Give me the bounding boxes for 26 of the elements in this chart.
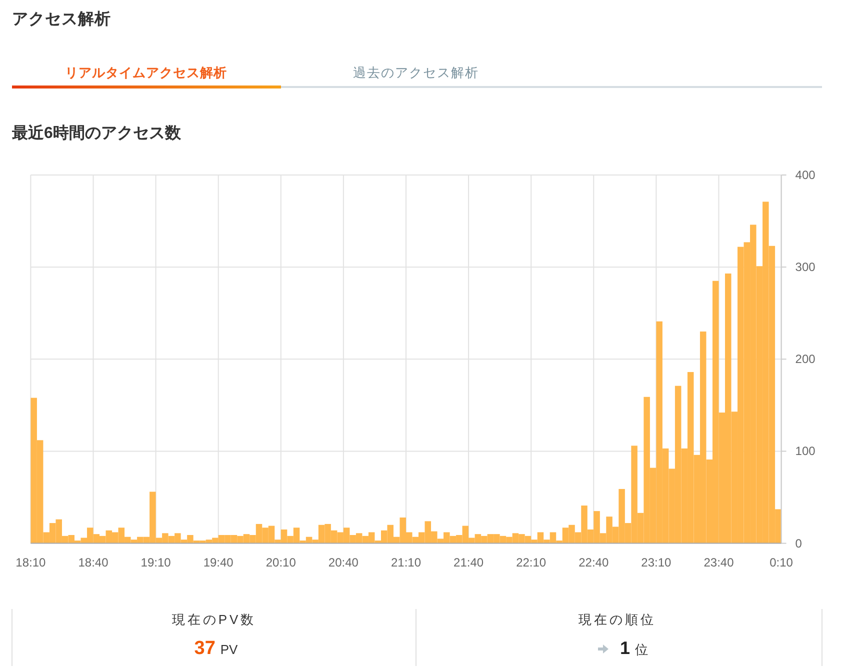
y-tick-label: 200 [795, 352, 816, 366]
x-tick-label: 0:10 [770, 555, 794, 570]
x-tick-label: 21:40 [454, 555, 484, 570]
x-tick-label: 19:40 [203, 555, 234, 570]
text: アクセス解析 [12, 10, 111, 28]
y-tick-label: 400 [795, 168, 816, 182]
y-tick-label: 300 [795, 260, 816, 274]
x-tick-label: 22:10 [516, 555, 546, 570]
x-tick-label: 23:40 [704, 555, 734, 570]
x-tick-label: 21:10 [390, 555, 422, 570]
y-tick-label: 100 [795, 444, 816, 458]
x-tick-label: 22:40 [578, 555, 609, 570]
x-tick-label: 19:10 [140, 555, 172, 570]
text: リアルタイムアクセス解析 [65, 65, 227, 80]
x-tick-label: 18:40 [78, 555, 109, 570]
x-tick-label: 20:10 [266, 555, 296, 570]
x-tick-label: 23:10 [641, 555, 672, 570]
text: 現在のPV数 [172, 612, 256, 627]
y-tick-label: 0 [795, 536, 802, 550]
text: 過去のアクセス解析 [353, 65, 479, 80]
text: 1 位 [620, 638, 648, 658]
text: 現在の順位 [578, 612, 656, 627]
text: 37 PV [194, 638, 238, 659]
chart-title: 最近6時間のアクセス数 [11, 124, 182, 142]
x-tick-label: 18:10 [16, 555, 46, 570]
x-tick-label: 20:40 [328, 555, 359, 570]
